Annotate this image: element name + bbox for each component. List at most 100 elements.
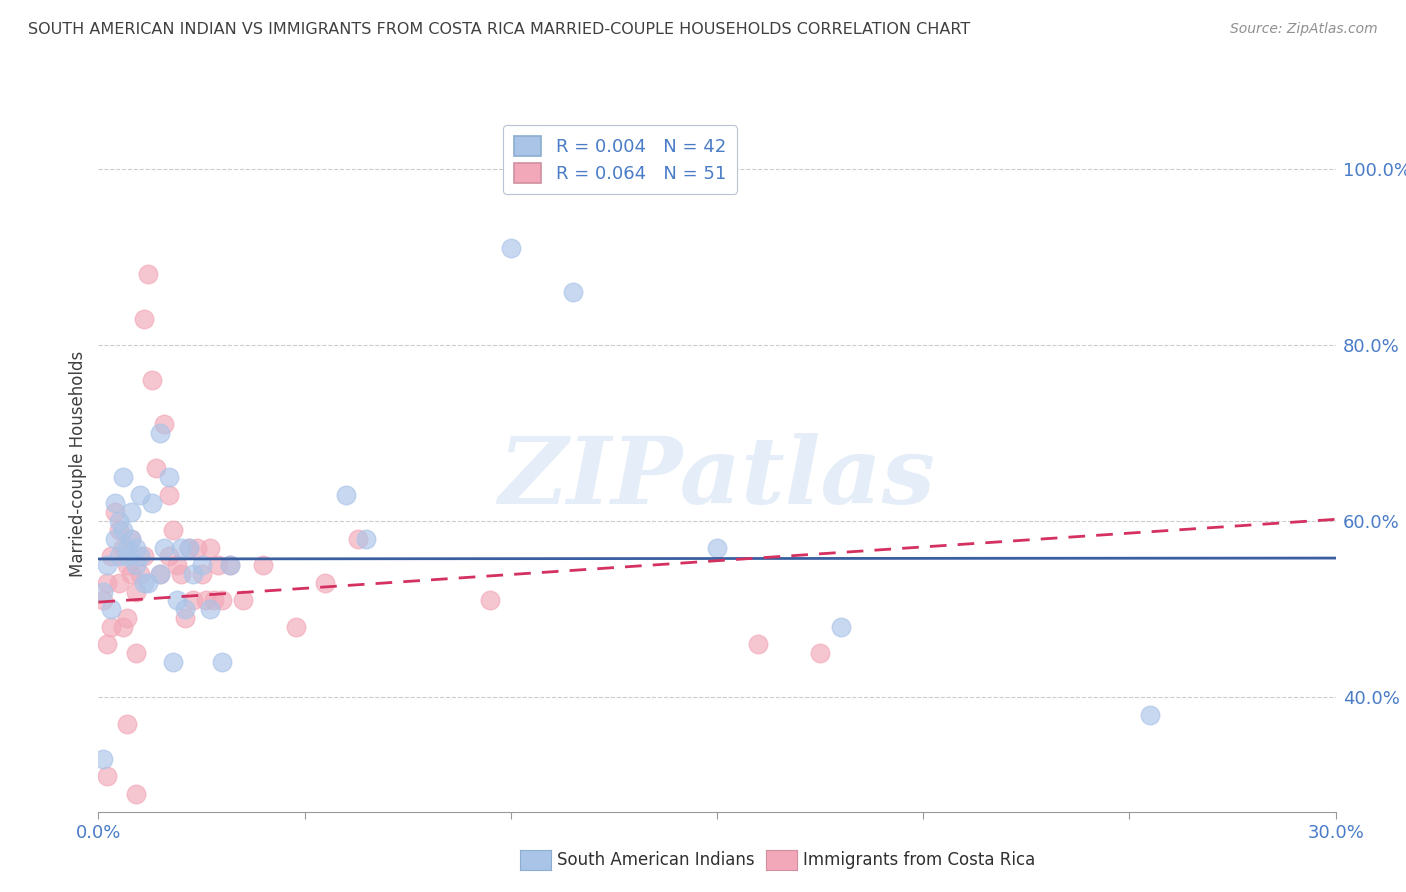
Point: [128, 488, 150, 502]
Point: [174, 611, 197, 625]
Point: [202, 593, 225, 607]
Point: [314, 575, 336, 590]
Point: [124, 646, 146, 660]
Point: [120, 505, 142, 519]
Point: [132, 575, 155, 590]
Point: [356, 532, 378, 546]
Point: [117, 541, 139, 555]
Text: SOUTH AMERICAN INDIAN VS IMMIGRANTS FROM COSTA RICA MARRIED-COUPLE HOUSEHOLDS CO: SOUTH AMERICAN INDIAN VS IMMIGRANTS FROM…: [28, 22, 970, 37]
Point: [112, 541, 135, 555]
Point: [91, 752, 114, 766]
Point: [166, 593, 188, 607]
Point: [830, 620, 852, 634]
Point: [124, 584, 146, 599]
Point: [145, 461, 167, 475]
Point: [153, 417, 176, 432]
Point: [808, 646, 831, 660]
Point: [157, 488, 180, 502]
Legend: R = 0.004   N = 42, R = 0.064   N = 51: R = 0.004 N = 42, R = 0.064 N = 51: [503, 125, 737, 194]
Point: [149, 425, 172, 440]
Point: [128, 566, 150, 581]
Text: ZIPatlas: ZIPatlas: [499, 433, 935, 523]
Point: [124, 558, 146, 573]
Point: [162, 523, 184, 537]
Point: [91, 593, 114, 607]
Point: [100, 602, 122, 616]
Point: [96, 558, 118, 573]
Point: [112, 523, 135, 537]
Point: [211, 593, 233, 607]
Point: [100, 620, 122, 634]
Point: [347, 532, 370, 546]
Point: [219, 558, 242, 573]
Point: [179, 541, 201, 555]
Point: [706, 541, 728, 555]
Point: [190, 558, 212, 573]
Point: [747, 637, 769, 651]
Point: [479, 593, 502, 607]
Point: [124, 787, 146, 801]
Point: [561, 285, 583, 299]
Point: [124, 541, 146, 555]
Point: [181, 593, 204, 607]
Point: [141, 373, 163, 387]
Point: [499, 241, 522, 255]
Text: Immigrants from Costa Rica: Immigrants from Costa Rica: [803, 851, 1035, 869]
Point: [170, 566, 193, 581]
Point: [190, 566, 212, 581]
Point: [162, 655, 184, 669]
Point: [112, 620, 135, 634]
Point: [285, 620, 308, 634]
Point: [252, 558, 274, 573]
Point: [120, 532, 142, 546]
Point: [166, 558, 188, 573]
Point: [157, 470, 180, 484]
Point: [120, 532, 142, 546]
Point: [108, 549, 131, 564]
Point: [100, 549, 122, 564]
Point: [232, 593, 254, 607]
Point: [104, 532, 127, 546]
Point: [157, 549, 180, 564]
Text: South American Indians: South American Indians: [557, 851, 755, 869]
Point: [207, 558, 229, 573]
Point: [136, 268, 159, 282]
Point: [198, 541, 221, 555]
Point: [198, 602, 221, 616]
Point: [108, 514, 131, 528]
Point: [335, 488, 357, 502]
Point: [96, 575, 118, 590]
Point: [149, 566, 172, 581]
Point: [194, 593, 217, 607]
Point: [108, 523, 131, 537]
Text: Source: ZipAtlas.com: Source: ZipAtlas.com: [1230, 22, 1378, 37]
Point: [91, 584, 114, 599]
Point: [141, 496, 163, 510]
Point: [186, 541, 208, 555]
Point: [117, 558, 139, 573]
Point: [149, 566, 172, 581]
Point: [117, 716, 139, 731]
Point: [96, 637, 118, 651]
Point: [108, 575, 131, 590]
Y-axis label: Married-couple Households: Married-couple Households: [69, 351, 87, 577]
Point: [117, 611, 139, 625]
Point: [170, 541, 193, 555]
Point: [136, 575, 159, 590]
Point: [117, 549, 139, 564]
Point: [104, 496, 127, 510]
Point: [104, 505, 127, 519]
Point: [174, 602, 197, 616]
Point: [128, 549, 150, 564]
Point: [211, 655, 233, 669]
Point: [181, 566, 204, 581]
Point: [120, 566, 142, 581]
Point: [153, 541, 176, 555]
Point: [219, 558, 242, 573]
Point: [179, 541, 201, 555]
Point: [96, 770, 118, 784]
Point: [132, 549, 155, 564]
Point: [112, 470, 135, 484]
Point: [1139, 707, 1161, 722]
Point: [132, 311, 155, 326]
